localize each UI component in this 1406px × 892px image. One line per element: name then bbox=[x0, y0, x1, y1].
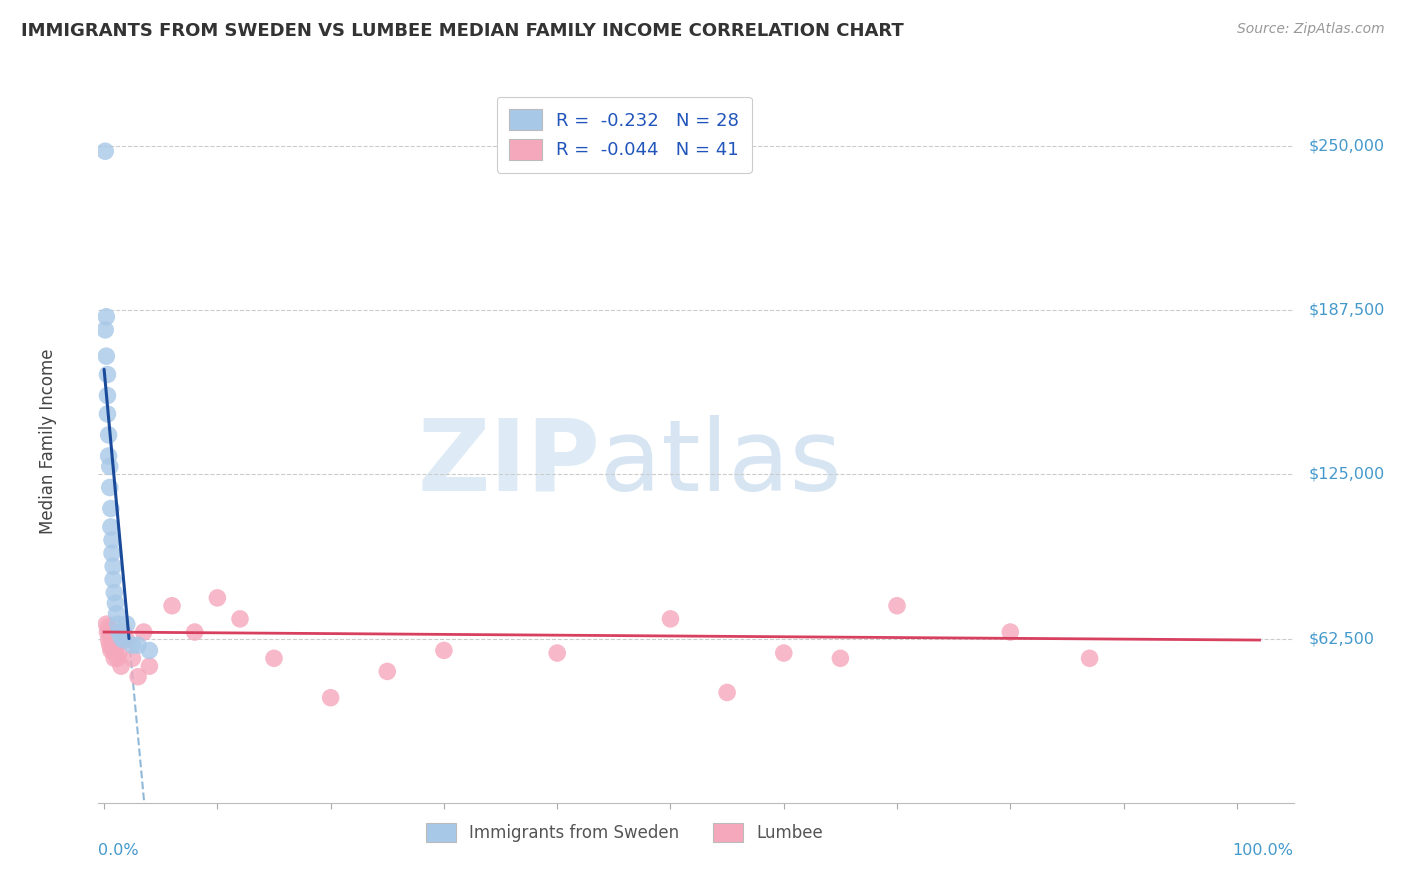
Point bbox=[886, 599, 908, 613]
Point bbox=[772, 646, 794, 660]
Point bbox=[101, 643, 124, 657]
Point bbox=[107, 651, 129, 665]
Text: $187,500: $187,500 bbox=[1309, 302, 1385, 318]
Point bbox=[1000, 625, 1022, 640]
Point bbox=[546, 646, 568, 660]
Point bbox=[121, 638, 143, 652]
Point bbox=[138, 659, 160, 673]
Point bbox=[98, 459, 121, 474]
Point bbox=[103, 651, 125, 665]
Point bbox=[97, 620, 120, 634]
Point bbox=[101, 533, 124, 547]
Point bbox=[96, 407, 118, 421]
Point bbox=[183, 625, 205, 640]
Point bbox=[97, 632, 120, 647]
Point bbox=[98, 638, 121, 652]
Text: ZIP: ZIP bbox=[418, 415, 600, 512]
Point bbox=[375, 665, 398, 679]
Point bbox=[160, 599, 183, 613]
Point bbox=[110, 659, 132, 673]
Point bbox=[112, 632, 135, 647]
Point bbox=[115, 617, 138, 632]
Point bbox=[96, 349, 118, 363]
Point bbox=[98, 481, 121, 495]
Text: $250,000: $250,000 bbox=[1309, 138, 1385, 153]
Point bbox=[1078, 651, 1101, 665]
Point bbox=[96, 388, 118, 402]
Point bbox=[716, 685, 738, 699]
Text: atlas: atlas bbox=[600, 415, 842, 512]
Point bbox=[101, 625, 124, 640]
Point bbox=[101, 573, 124, 587]
Point bbox=[104, 596, 127, 610]
Legend: Immigrants from Sweden, Lumbee: Immigrants from Sweden, Lumbee bbox=[419, 816, 830, 848]
Point bbox=[433, 643, 456, 657]
Text: 0.0%: 0.0% bbox=[98, 843, 139, 857]
Text: $62,500: $62,500 bbox=[1309, 632, 1375, 646]
Point bbox=[94, 145, 117, 159]
Point bbox=[100, 630, 122, 644]
Point bbox=[107, 617, 129, 632]
Point bbox=[319, 690, 342, 705]
Point bbox=[108, 625, 131, 640]
Point bbox=[132, 625, 155, 640]
Point bbox=[104, 630, 127, 644]
Point bbox=[138, 643, 160, 657]
Point bbox=[101, 559, 124, 574]
Point bbox=[229, 612, 252, 626]
Point bbox=[104, 643, 127, 657]
Text: Source: ZipAtlas.com: Source: ZipAtlas.com bbox=[1237, 22, 1385, 37]
Point bbox=[105, 607, 128, 621]
Point bbox=[94, 323, 117, 337]
Point bbox=[97, 449, 120, 463]
Point bbox=[263, 651, 285, 665]
Point bbox=[110, 630, 132, 644]
Point bbox=[115, 632, 138, 647]
Point bbox=[127, 638, 149, 652]
Point bbox=[112, 625, 135, 640]
Text: IMMIGRANTS FROM SWEDEN VS LUMBEE MEDIAN FAMILY INCOME CORRELATION CHART: IMMIGRANTS FROM SWEDEN VS LUMBEE MEDIAN … bbox=[21, 22, 904, 40]
Point bbox=[207, 591, 229, 605]
Point bbox=[96, 625, 118, 640]
Point bbox=[127, 670, 149, 684]
Point bbox=[105, 638, 128, 652]
Point bbox=[121, 651, 143, 665]
Point bbox=[659, 612, 682, 626]
Text: Median Family Income: Median Family Income bbox=[39, 349, 58, 534]
Point bbox=[101, 632, 124, 647]
Point bbox=[100, 520, 122, 534]
Text: $125,000: $125,000 bbox=[1309, 467, 1385, 482]
Point bbox=[101, 546, 124, 560]
Point bbox=[96, 617, 118, 632]
Point bbox=[96, 368, 118, 382]
Text: 100.0%: 100.0% bbox=[1233, 843, 1294, 857]
Point bbox=[98, 625, 121, 640]
Point bbox=[830, 651, 852, 665]
Point bbox=[100, 501, 122, 516]
Point bbox=[103, 585, 125, 599]
Point bbox=[96, 310, 118, 324]
Point bbox=[97, 428, 120, 442]
Point bbox=[100, 643, 122, 657]
Point bbox=[108, 646, 131, 660]
Point bbox=[101, 638, 124, 652]
